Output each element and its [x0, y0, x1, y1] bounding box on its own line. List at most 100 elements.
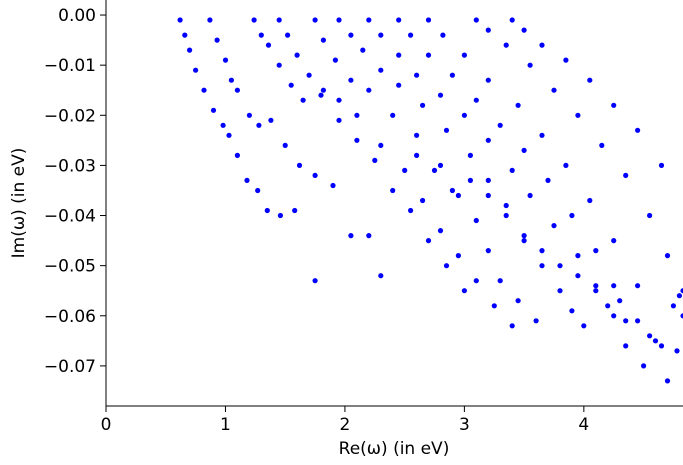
scatter-point [276, 62, 282, 68]
scatter-point [187, 47, 193, 53]
scatter-point [527, 62, 533, 68]
scatter-point [623, 343, 629, 349]
scatter-point [611, 102, 617, 108]
scatter-point [437, 162, 444, 168]
scatter-point [485, 27, 491, 33]
scatter-point [320, 37, 326, 43]
scatter-point [467, 177, 473, 183]
scatter-point [491, 303, 497, 309]
scatter-point [485, 177, 491, 183]
scatter-point [449, 72, 455, 78]
scatter-point [292, 207, 298, 214]
scatter-point [268, 117, 274, 123]
scatter-point [509, 167, 515, 173]
scatter-point [473, 278, 479, 284]
scatter-point [277, 212, 283, 219]
scatter-point [255, 187, 261, 194]
scatter-point [551, 87, 557, 93]
scatter-point [378, 32, 384, 38]
scatter-point [360, 47, 366, 53]
scatter-point [265, 42, 272, 48]
y-tick-label: −0.06 [44, 307, 96, 327]
scatter-point [306, 72, 312, 78]
scatter-point [402, 167, 408, 173]
scatter-point [485, 77, 491, 83]
scatter-point [485, 248, 491, 254]
scatter-point [440, 32, 446, 38]
y-tick-label: 0.00 [58, 6, 96, 26]
x-tick-label: 0 [101, 415, 112, 435]
scatter-point [378, 67, 384, 73]
y-tick-label: −0.07 [44, 357, 96, 377]
scatter-point [658, 343, 665, 349]
scatter-point [674, 348, 680, 354]
scatter-point [294, 52, 300, 58]
scatter-point [680, 288, 683, 294]
scatter-point [201, 87, 207, 93]
scatter-point [449, 187, 455, 194]
scatter-point [497, 278, 503, 284]
scatter-point [285, 32, 291, 38]
scatter-point [676, 293, 683, 299]
scatter-point [390, 187, 396, 194]
scatter-point [320, 87, 326, 93]
scatter-point [296, 162, 303, 168]
scatter-point [623, 318, 629, 324]
scatter-point [503, 212, 509, 219]
scatter-point [251, 17, 257, 23]
scatter-point [515, 298, 521, 304]
scatter-point [312, 278, 318, 284]
scatter-point [425, 238, 432, 244]
scatter-point [551, 223, 557, 229]
scatter-point [228, 77, 234, 83]
scatter-point [336, 17, 342, 23]
scatter-point [521, 27, 527, 33]
scatter-point [473, 97, 479, 103]
scatter-point [461, 288, 467, 294]
scatter-point [396, 17, 402, 23]
scatter-point [539, 248, 545, 254]
y-tick-label: −0.03 [44, 156, 96, 176]
scatter-point [485, 137, 491, 143]
scatter-point [378, 142, 384, 148]
scatter-point [658, 162, 665, 168]
scatter-point [256, 122, 262, 128]
scatter-point [437, 228, 444, 234]
scatter-point [680, 313, 683, 319]
scatter-point [332, 57, 338, 63]
scatter-point [234, 87, 240, 93]
scatter-point [336, 97, 342, 103]
scatter-point [366, 17, 372, 23]
scatter-point [282, 142, 288, 148]
scatter-point [473, 17, 479, 23]
scatter-point [533, 318, 539, 324]
scatter-point [425, 17, 432, 23]
y-tick-label: −0.01 [44, 56, 96, 76]
scatter-point [664, 378, 671, 384]
axes [105, 0, 683, 407]
scatter-point [623, 172, 629, 178]
scatter-point [652, 338, 659, 344]
scatter-point [575, 112, 581, 118]
scatter-point [244, 177, 250, 183]
scatter-point [670, 303, 677, 309]
scatter-point [414, 132, 420, 138]
scatter-point [214, 37, 220, 43]
scatter-point [521, 147, 527, 153]
scatter-point [503, 202, 509, 209]
scatter-point [318, 92, 324, 98]
scatter-point [557, 263, 563, 269]
scatter-point [569, 308, 575, 314]
scatter-point [611, 238, 617, 244]
scatter-point [467, 152, 473, 158]
scatter-point [581, 323, 587, 329]
scatter-point [611, 313, 617, 319]
scatter-point [348, 32, 354, 38]
scatter-point [443, 127, 450, 133]
scatter-point [378, 273, 384, 279]
scatter-point [563, 162, 569, 168]
scatter-point [390, 112, 396, 118]
scatter-point [425, 52, 432, 58]
scatter-point [193, 67, 199, 73]
